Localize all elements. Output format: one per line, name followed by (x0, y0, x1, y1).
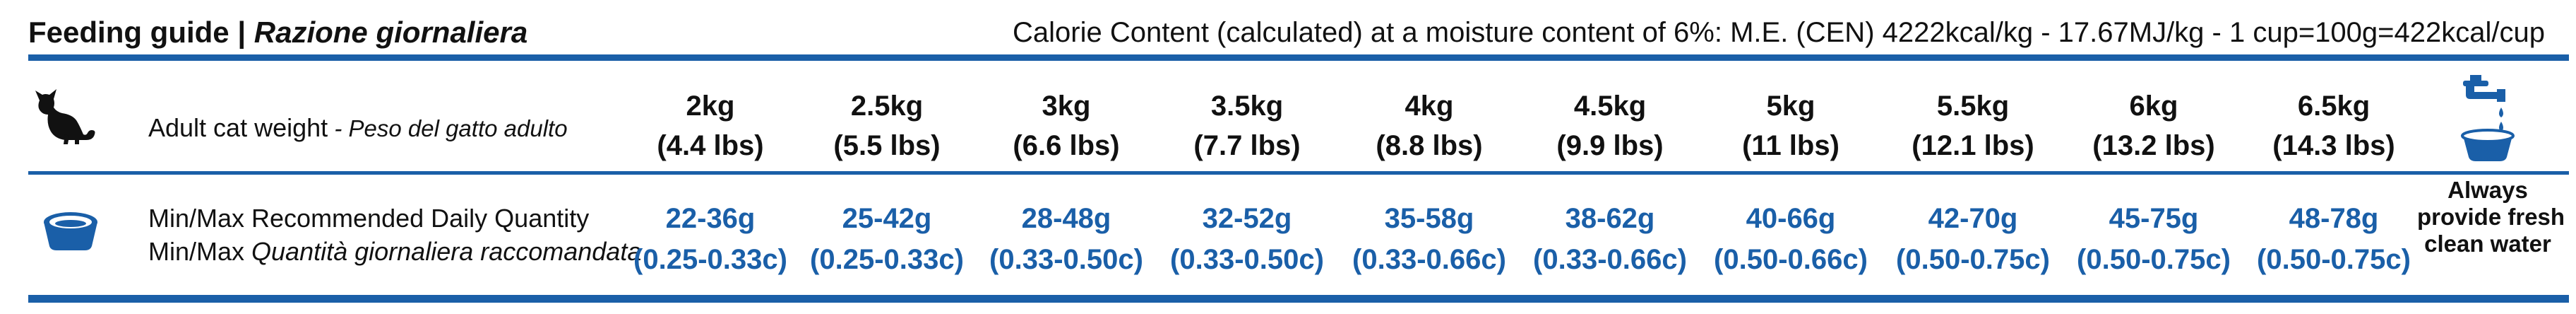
weight-cell: 4.5kg (9.9 lbs) (1522, 86, 1698, 165)
water-line-3: clean water (2424, 231, 2551, 257)
quantity-cell: 40-66g (0.50-0.66c) (1703, 198, 1879, 280)
weight-cell: 2.5kg (5.5 lbs) (799, 86, 975, 165)
quantity-cell: 45-75g (0.50-0.75c) (2065, 198, 2242, 280)
quantity-grams: 45-75g (2109, 203, 2199, 234)
weight-kg: 5kg (1766, 91, 1815, 122)
weight-kg: 2.5kg (850, 91, 924, 122)
quantity-cups: (0.33-0.66c) (1533, 244, 1687, 275)
quantity-cups: (0.50-0.75c) (2077, 244, 2231, 275)
quantity-cell: 32-52g (0.33-0.50c) (1159, 198, 1335, 280)
quantity-grams: 22-36g (665, 203, 756, 234)
top-divider (28, 54, 2569, 61)
weight-lbs: (7.7 lbs) (1193, 130, 1301, 161)
qty-label-it: Quantità giornaliera raccomandata (251, 237, 642, 266)
quantity-grams: 32-52g (1202, 203, 1292, 234)
calorie-content: Calorie Content (calculated) at a moistu… (1013, 17, 2545, 48)
weight-cell: 3kg (6.6 lbs) (978, 86, 1155, 165)
weight-lbs: (11 lbs) (1742, 130, 1839, 161)
weight-kg: 6kg (2129, 91, 2178, 122)
middle-divider (28, 171, 2569, 175)
weight-lbs: (9.9 lbs) (1556, 130, 1664, 161)
weight-lbs: (12.1 lbs) (1912, 130, 2034, 161)
weight-label-it: Peso del gatto adulto (348, 115, 568, 141)
weight-kg: 3kg (1042, 91, 1091, 122)
weight-kg: 5.5kg (1936, 91, 2010, 122)
page-title: Feeding guide | Razione giornaliera (28, 16, 527, 50)
weight-kg: 3.5kg (1210, 91, 1284, 122)
quantity-cell: 28-48g (0.33-0.50c) (978, 198, 1155, 280)
weight-kg: 6.5kg (2297, 91, 2371, 122)
quantity-cups: (0.50-0.66c) (1714, 244, 1868, 275)
quantity-cell: 22-36g (0.25-0.33c) (622, 198, 799, 280)
weight-lbs: (5.5 lbs) (833, 130, 941, 161)
quantity-cell: 42-70g (0.50-0.75c) (1885, 198, 2061, 280)
quantity-row-label-en: Min/Max Recommended Daily Quantity (148, 204, 590, 233)
quantity-cups: (0.25-0.33c) (633, 244, 787, 275)
quantity-cell: 38-62g (0.33-0.66c) (1522, 198, 1698, 280)
quantity-row-label-it: Min/Max Quantità giornaliera raccomandat… (148, 237, 641, 267)
qty-label-it-prefix: Min/Max (148, 237, 252, 266)
weight-lbs: (13.2 lbs) (2092, 130, 2215, 161)
weight-cell: 5kg (11 lbs) (1703, 86, 1879, 165)
title-en: Feeding guide (28, 16, 229, 49)
quantity-cell: 48-78g (0.50-0.75c) (2246, 198, 2422, 280)
weight-lbs: (8.8 lbs) (1376, 130, 1483, 161)
quantity-grams: 42-70g (1928, 203, 2018, 234)
water-tap-bowl-icon (2461, 75, 2515, 161)
weight-cell: 6.5kg (14.3 lbs) (2246, 86, 2422, 165)
quantity-grams: 48-78g (2289, 203, 2379, 234)
weight-kg: 2kg (686, 91, 735, 122)
quantity-cups: (0.33-0.66c) (1352, 244, 1506, 275)
weight-kg: 4kg (1405, 91, 1454, 122)
quantity-cell: 25-42g (0.25-0.33c) (799, 198, 975, 280)
bottom-divider (28, 295, 2569, 303)
quantity-cups: (0.33-0.50c) (989, 244, 1143, 275)
quantity-grams: 40-66g (1746, 203, 1836, 234)
weight-cell: 2kg (4.4 lbs) (622, 86, 799, 165)
quantity-cups: (0.33-0.50c) (1170, 244, 1324, 275)
weight-lbs: (14.3 lbs) (2272, 130, 2395, 161)
quantity-grams: 25-42g (842, 203, 932, 234)
quantity-cups: (0.50-0.75c) (2257, 244, 2411, 275)
quantity-cell: 35-58g (0.33-0.66c) (1341, 198, 1517, 280)
weight-cell: 3.5kg (7.7 lbs) (1159, 86, 1335, 165)
fresh-water-note: Always provide fresh clean water (2417, 177, 2565, 257)
quantity-grams: 28-48g (1021, 203, 1111, 234)
cat-icon (35, 89, 95, 144)
weight-kg: 4.5kg (1573, 91, 1647, 122)
title-separator: | (229, 16, 254, 49)
water-line-2: provide fresh (2417, 204, 2565, 230)
weight-cell: 4kg (8.8 lbs) (1341, 86, 1517, 165)
weight-label-en: Adult cat weight (148, 113, 328, 142)
weight-lbs: (4.4 lbs) (657, 130, 764, 161)
quantity-cups: (0.50-0.75c) (1896, 244, 2050, 275)
weight-lbs: (6.6 lbs) (1013, 130, 1120, 161)
water-line-1: Always (2447, 177, 2528, 203)
weight-row-label: Adult cat weight - Peso del gatto adulto (148, 113, 568, 143)
quantity-grams: 35-58g (1384, 203, 1474, 234)
quantity-grams: 38-62g (1565, 203, 1655, 234)
title-it: Razione giornaliera (254, 16, 528, 49)
quantity-cups: (0.25-0.33c) (810, 244, 964, 275)
weight-label-sep: - (328, 115, 349, 141)
weight-cell: 5.5kg (12.1 lbs) (1885, 86, 2061, 165)
weight-cell: 6kg (13.2 lbs) (2065, 86, 2242, 165)
food-bowl-icon (44, 212, 97, 250)
